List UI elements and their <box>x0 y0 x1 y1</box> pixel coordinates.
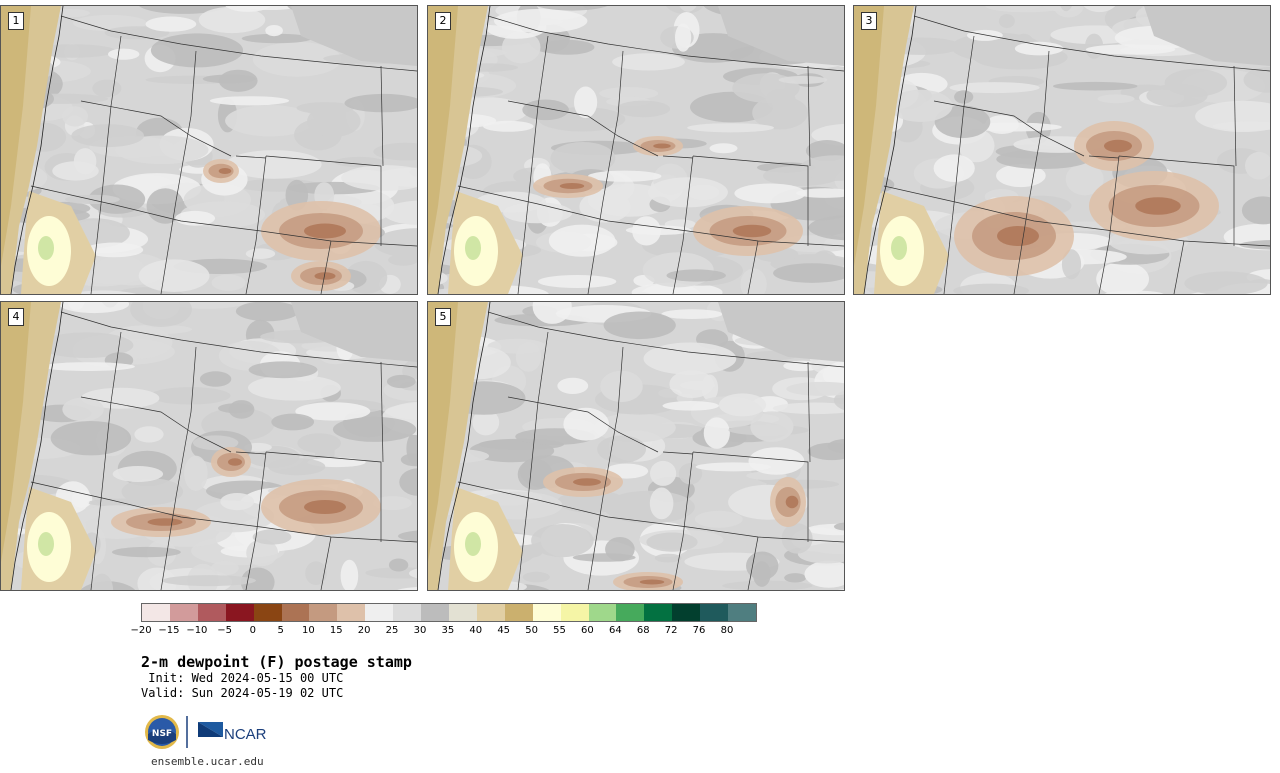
colorbar-swatch <box>225 604 254 621</box>
map-panel-3: 3 <box>853 5 1271 295</box>
colorbar-tick-label: −20 <box>130 625 152 636</box>
colorbar-swatch <box>393 604 422 621</box>
colorbar-swatch <box>309 604 338 621</box>
dewpoint-map <box>1 302 417 590</box>
colorbar-swatch <box>365 604 394 621</box>
init-time: Init: Wed 2024-05-15 00 UTC <box>141 671 344 685</box>
colorbar <box>141 603 757 622</box>
colorbar-swatch <box>476 604 505 621</box>
colorbar-swatch <box>253 604 282 621</box>
logos: NSF NCAR <box>144 714 284 750</box>
colorbar-tick-label: 45 <box>497 625 511 636</box>
colorbar-swatch <box>281 604 310 621</box>
colorbar-tick-label: 20 <box>357 625 371 636</box>
map-panel-2: 2 <box>427 5 845 295</box>
dewpoint-map <box>428 302 844 590</box>
colorbar-swatch <box>672 604 701 621</box>
colorbar-tick-label: 35 <box>441 625 455 636</box>
map-panel-4: 4 <box>0 301 418 591</box>
map-panel-5: 5 <box>427 301 845 591</box>
colorbar-tick-label: 5 <box>277 625 284 636</box>
dewpoint-map <box>428 6 844 294</box>
colorbar-tick-label: 50 <box>525 625 538 636</box>
panel-number: 1 <box>8 12 24 30</box>
ncar-logo: NCAR <box>198 722 267 743</box>
panel-number: 2 <box>435 12 451 30</box>
colorbar-tick-label: −10 <box>186 625 208 636</box>
colorbar-swatch <box>728 604 756 621</box>
colorbar-tick-label: 68 <box>636 625 650 636</box>
colorbar-tick-label: 0 <box>249 625 256 636</box>
colorbar-swatch <box>700 604 729 621</box>
dewpoint-map <box>1 6 417 294</box>
colorbar-swatch <box>448 604 477 621</box>
colorbar-tick-label: 30 <box>413 625 427 636</box>
colorbar-tick-label: −5 <box>217 625 232 636</box>
panel-number: 5 <box>435 308 451 326</box>
nsf-logo: NSF <box>145 715 179 749</box>
colorbar-tick-label: 76 <box>692 625 706 636</box>
site-url: ensemble.ucar.edu <box>151 755 264 768</box>
colorbar-swatch <box>421 604 449 621</box>
colorbar-tick-label: 15 <box>329 625 343 636</box>
colorbar-tick-label: 40 <box>469 625 483 636</box>
colorbar-swatch <box>644 604 673 621</box>
colorbar-tick-label: 25 <box>385 625 399 636</box>
dewpoint-map <box>854 6 1270 294</box>
svg-text:NCAR: NCAR <box>224 726 267 743</box>
colorbar-ticks: −20 −15 −10 −5 0 5 10 15 20 25 30 35 40 45 50 55 60 64 68 7… <box>130 625 770 639</box>
colorbar-tick-label: 64 <box>608 625 622 636</box>
colorbar-swatch <box>560 604 589 621</box>
colorbar-swatch <box>588 604 617 621</box>
colorbar-tick-label: 80 <box>720 625 734 636</box>
colorbar-swatch <box>169 604 198 621</box>
colorbar-swatch <box>337 604 366 621</box>
colorbar-tick-label: 55 <box>553 625 566 636</box>
map-panel-1: 1 <box>0 5 418 295</box>
valid-time: Valid: Sun 2024-05-19 02 UTC <box>141 686 344 700</box>
colorbar-swatch <box>142 604 170 621</box>
plot-title: 2-m dewpoint (F) postage stamp <box>141 653 412 671</box>
colorbar-swatch <box>532 604 561 621</box>
colorbar-tick-label: 10 <box>301 625 315 636</box>
colorbar-tick-label: −15 <box>158 625 180 636</box>
colorbar-swatch <box>197 604 226 621</box>
colorbar-swatch <box>504 604 533 621</box>
panel-number: 4 <box>8 308 24 326</box>
colorbar-tick-label: 72 <box>664 625 678 636</box>
svg-text:NSF: NSF <box>152 729 172 739</box>
colorbar-tick-label: 60 <box>581 625 594 636</box>
colorbar-swatch <box>616 604 645 621</box>
panel-number: 3 <box>861 12 877 30</box>
